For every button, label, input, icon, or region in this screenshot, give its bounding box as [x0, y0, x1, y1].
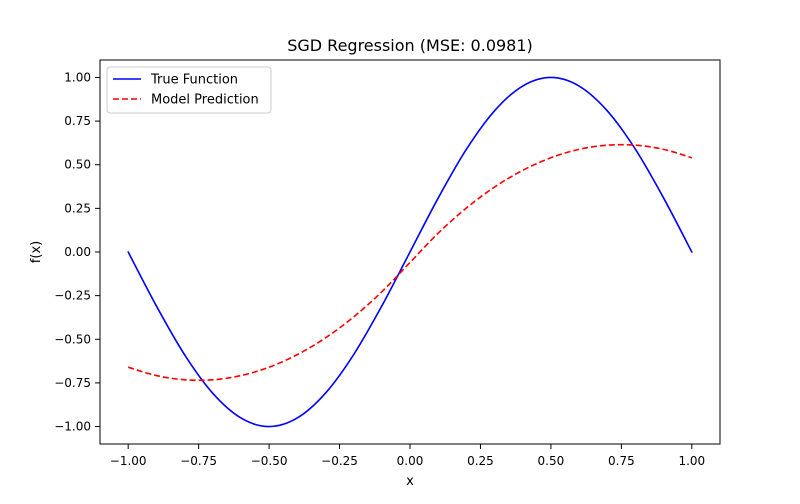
legend-box	[106, 66, 272, 114]
legend-label: Model Prediction	[151, 93, 259, 108]
y-tick-label: 0.00	[64, 245, 91, 259]
x-tick-label: −1.00	[110, 454, 147, 468]
legend-label: True Function	[150, 73, 238, 88]
y-tick-label: 0.25	[64, 201, 91, 215]
legend-items: True Function Model Prediction	[113, 73, 259, 108]
y-tick-label: 1.00	[64, 70, 91, 84]
x-tick-label: 1.00	[678, 454, 705, 468]
y-axis-label: f(x)	[29, 241, 44, 263]
y-tick-label: −1.00	[54, 420, 91, 434]
legend: True Function Model Prediction	[106, 66, 272, 114]
x-tick-label: 0.50	[538, 454, 565, 468]
x-tick-label: 0.75	[608, 454, 635, 468]
x-tick-label: −0.25	[321, 454, 358, 468]
x-tick-label: 0.25	[467, 454, 494, 468]
y-axis-ticks: −1.00 −0.75 −0.50 −0.25 0.00 0.25 0.50 0.75 1.00	[54, 70, 100, 434]
y-tick-label: −0.75	[54, 376, 91, 390]
y-tick-label: 0.75	[64, 114, 91, 128]
y-tick-label: −0.50	[54, 332, 91, 346]
plot-series	[127, 76, 693, 428]
chart-title: SGD Regression (MSE: 0.0981)	[287, 36, 533, 55]
series-line-true-function	[127, 76, 693, 428]
series-line-model-prediction	[127, 143, 693, 382]
x-tick-label: 0.00	[397, 454, 424, 468]
x-axis-ticks: −1.00 −0.75 −0.50 −0.25 0.00 0.25 0.50 0.75 1.00	[110, 444, 705, 468]
x-tick-label: −0.50	[251, 454, 288, 468]
x-tick-label: −0.75	[180, 454, 217, 468]
y-tick-label: −0.25	[54, 289, 91, 303]
y-tick-label: 0.50	[64, 158, 91, 172]
x-axis-label: x	[406, 474, 414, 489]
